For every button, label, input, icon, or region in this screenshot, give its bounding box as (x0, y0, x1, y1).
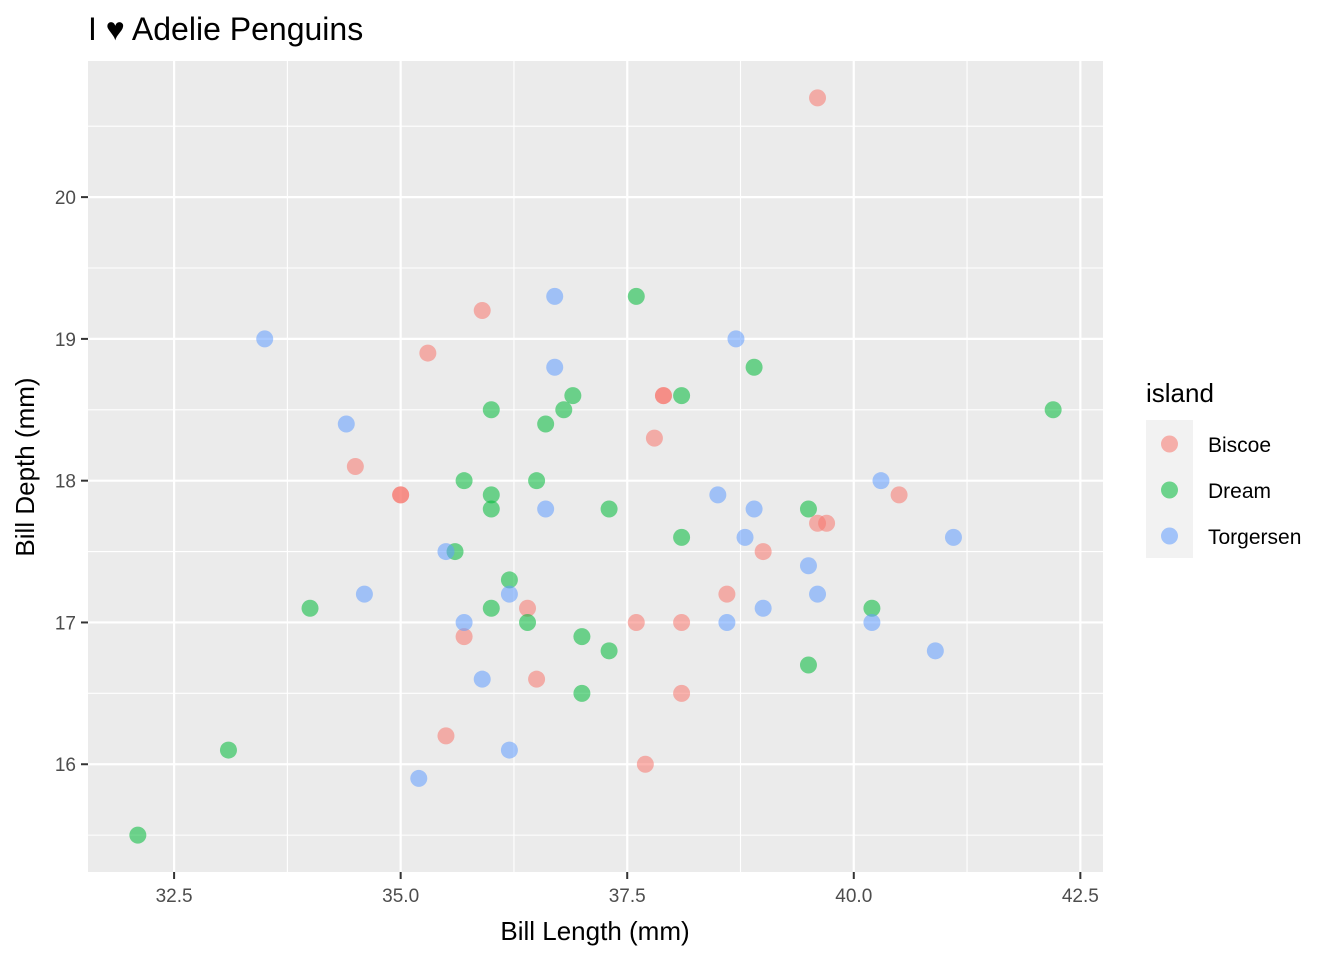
data-point-dream (500, 571, 518, 589)
y-tick-label: 20 (55, 188, 76, 209)
x-tick-label: 42.5 (1062, 886, 1099, 907)
data-point-biscoe (392, 486, 410, 504)
y-axis-title: Bill Depth (mm) (10, 377, 40, 556)
data-point-torgersen (709, 486, 727, 504)
data-point-dream (482, 486, 500, 504)
data-point-dream (673, 387, 691, 405)
data-point-biscoe (419, 344, 437, 362)
data-point-biscoe (718, 585, 736, 603)
data-point-biscoe (636, 755, 654, 773)
data-points (129, 89, 1062, 844)
data-point-biscoe (818, 514, 836, 532)
data-point-dream (482, 401, 500, 419)
x-tick-label: 35.0 (382, 886, 419, 907)
data-point-torgersen (256, 330, 274, 348)
data-point-biscoe (346, 458, 364, 475)
data-point-dream (573, 684, 591, 702)
data-point-biscoe (809, 89, 827, 107)
y-tick-label: 18 (55, 472, 76, 493)
data-point-dream (219, 741, 237, 759)
legend-label-dream: Dream (1208, 480, 1271, 503)
data-point-torgersen (736, 528, 754, 546)
data-point-torgersen (537, 500, 555, 518)
data-point-dream (519, 613, 537, 631)
data-point-dream (627, 287, 645, 305)
data-point-dream (301, 599, 319, 617)
data-point-dream (129, 826, 147, 844)
data-point-torgersen (863, 613, 881, 631)
data-point-biscoe (519, 599, 537, 617)
data-point-dream (600, 642, 618, 660)
y-tick-label: 16 (55, 755, 76, 776)
data-point-torgersen (355, 585, 373, 603)
data-point-biscoe (754, 543, 772, 561)
plot-panel (88, 61, 1103, 872)
data-point-biscoe (473, 302, 491, 320)
data-point-dream (863, 599, 881, 617)
data-point-torgersen (546, 358, 564, 376)
legend-label-torgersen: Torgersen (1208, 526, 1301, 549)
data-point-dream (673, 528, 691, 546)
data-point-torgersen (437, 543, 455, 561)
data-point-biscoe (437, 727, 455, 745)
data-point-dream (799, 656, 817, 674)
y-axis: 16 17 18 19 20 (55, 188, 88, 776)
data-point-dream (482, 599, 500, 617)
legend-title: island (1146, 378, 1214, 408)
x-tick-label: 37.5 (609, 886, 646, 907)
data-point-dream (745, 358, 763, 376)
data-point-torgersen (410, 769, 428, 787)
data-point-torgersen (809, 585, 827, 603)
data-point-dream (799, 500, 817, 518)
data-point-torgersen (926, 642, 944, 660)
data-point-biscoe (645, 429, 663, 447)
data-point-biscoe (455, 628, 473, 646)
data-point-torgersen (500, 741, 518, 759)
data-point-torgersen (455, 613, 473, 631)
x-tick-label: 32.5 (156, 886, 193, 907)
chart-title: I ♥ Adelie Penguins (88, 11, 363, 47)
x-axis: 32.5 35.0 37.5 40.0 42.5 (156, 872, 1099, 907)
data-point-dream (455, 472, 473, 490)
legend-key-dream (1161, 481, 1178, 499)
data-point-biscoe (627, 613, 645, 631)
data-point-dream (600, 500, 618, 518)
data-point-biscoe (673, 613, 691, 631)
data-point-biscoe (673, 684, 691, 702)
legend-key-torgersen (1161, 527, 1178, 545)
y-tick-label: 19 (55, 330, 76, 351)
y-tick-label: 17 (55, 613, 76, 634)
data-point-dream (482, 500, 500, 518)
data-point-torgersen (473, 670, 491, 688)
data-point-dream (555, 401, 573, 419)
data-point-torgersen (745, 500, 763, 518)
data-point-torgersen (727, 330, 745, 348)
data-point-torgersen (500, 585, 518, 603)
data-point-biscoe (654, 387, 672, 405)
data-point-torgersen (546, 287, 564, 305)
data-point-torgersen (944, 528, 962, 546)
data-point-biscoe (890, 486, 908, 504)
data-point-torgersen (754, 599, 772, 617)
data-point-torgersen (718, 613, 736, 631)
legend-label-biscoe: Biscoe (1208, 434, 1271, 457)
data-point-dream (537, 415, 555, 433)
data-point-dream (528, 472, 546, 490)
x-axis-title: Bill Length (mm) (500, 916, 689, 946)
legend-key-biscoe (1161, 435, 1178, 453)
data-point-torgersen (872, 472, 890, 490)
data-point-dream (573, 628, 591, 646)
data-point-torgersen (799, 557, 817, 575)
data-point-dream (564, 387, 582, 405)
x-tick-label: 40.0 (835, 886, 872, 907)
legend: island Biscoe Dream Torgersen (1146, 378, 1301, 558)
data-point-dream (1044, 401, 1062, 419)
data-point-torgersen (337, 415, 355, 433)
data-point-biscoe (528, 670, 546, 688)
